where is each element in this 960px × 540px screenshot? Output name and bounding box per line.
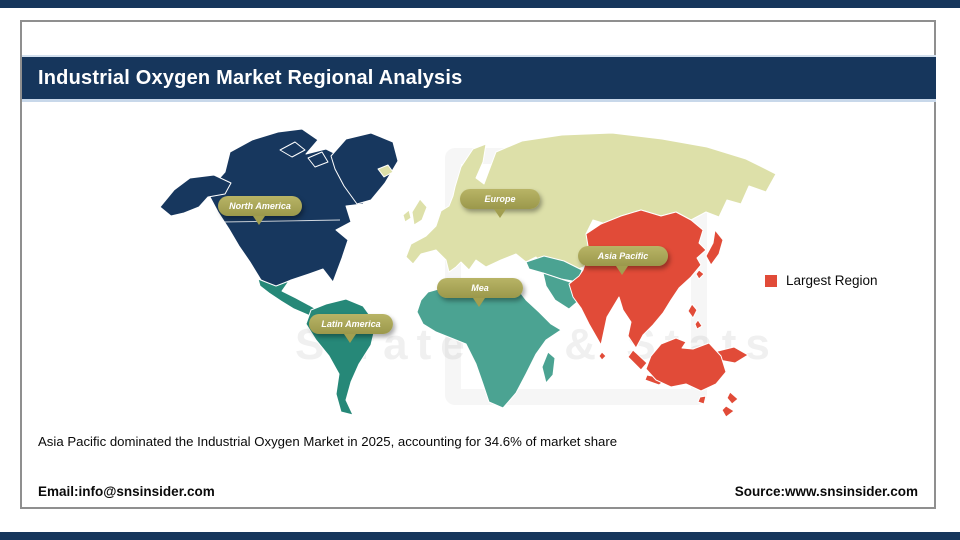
footer-email: Email:info@snsinsider.com	[38, 484, 215, 499]
top-frame-bar	[0, 0, 960, 8]
region-europe	[377, 132, 777, 273]
map-label-text: Mea	[471, 283, 489, 293]
footer-source: Source:www.snsinsider.com	[734, 484, 918, 499]
map-label-text: Europe	[484, 194, 516, 204]
world-map	[159, 128, 777, 418]
bottom-frame-bar	[0, 532, 960, 540]
map-label-europe: Europe	[460, 189, 540, 218]
region-latin-america	[257, 278, 377, 416]
market-note: Asia Pacific dominated the Industrial Ox…	[38, 434, 618, 449]
map-label-text: North America	[229, 201, 291, 211]
legend-swatch	[765, 274, 777, 287]
legend-label: Largest Region	[786, 273, 878, 288]
map-label-asia-pacific: Asia Pacific	[578, 246, 668, 275]
map-label-latin-america: Latin America	[309, 314, 393, 343]
legend: Largest Region	[765, 273, 878, 288]
map-label-north-america: North America	[218, 196, 302, 225]
map-label-mea: Mea	[437, 278, 523, 307]
map-label-text: Latin America	[321, 319, 381, 329]
region-asia-pacific	[568, 209, 749, 418]
map-label-text: Asia Pacific	[597, 251, 649, 261]
page-title: Industrial Oxygen Market Regional Analys…	[38, 66, 463, 89]
title-bar: Industrial Oxygen Market Regional Analys…	[22, 55, 936, 102]
